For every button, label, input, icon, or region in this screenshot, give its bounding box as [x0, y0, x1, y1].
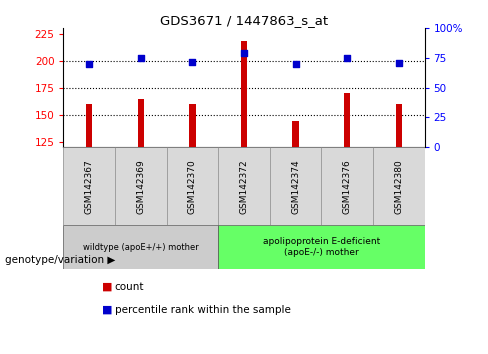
Point [85, 61, 93, 67]
Text: ■: ■ [102, 282, 113, 292]
Text: count: count [115, 282, 144, 292]
Bar [218, 225, 425, 269]
Point [343, 55, 351, 61]
Bar [189, 104, 196, 147]
Bar [396, 104, 402, 147]
Text: percentile rank within the sample: percentile rank within the sample [115, 305, 290, 315]
Point [292, 61, 300, 67]
Bar [63, 225, 218, 269]
Text: GSM142367: GSM142367 [85, 159, 94, 213]
Title: GDS3671 / 1447863_s_at: GDS3671 / 1447863_s_at [160, 14, 328, 27]
Bar [86, 104, 92, 147]
Text: GSM142376: GSM142376 [343, 159, 352, 213]
Point [395, 60, 403, 65]
Text: GSM142380: GSM142380 [394, 159, 403, 213]
Text: GSM142372: GSM142372 [240, 159, 248, 213]
Point [137, 55, 145, 61]
Text: wildtype (apoE+/+) mother: wildtype (apoE+/+) mother [83, 242, 199, 252]
Bar [292, 121, 299, 147]
Point [240, 50, 248, 56]
Bar [138, 98, 144, 147]
Text: ■: ■ [102, 305, 113, 315]
Text: GSM142369: GSM142369 [136, 159, 145, 213]
Text: GSM142370: GSM142370 [188, 159, 197, 213]
Bar [241, 41, 247, 147]
Text: GSM142374: GSM142374 [291, 159, 300, 213]
Point [188, 59, 196, 64]
Bar [344, 93, 350, 147]
Text: genotype/variation ▶: genotype/variation ▶ [5, 255, 115, 265]
Text: apolipoprotein E-deficient
(apoE-/-) mother: apolipoprotein E-deficient (apoE-/-) mot… [263, 238, 380, 257]
